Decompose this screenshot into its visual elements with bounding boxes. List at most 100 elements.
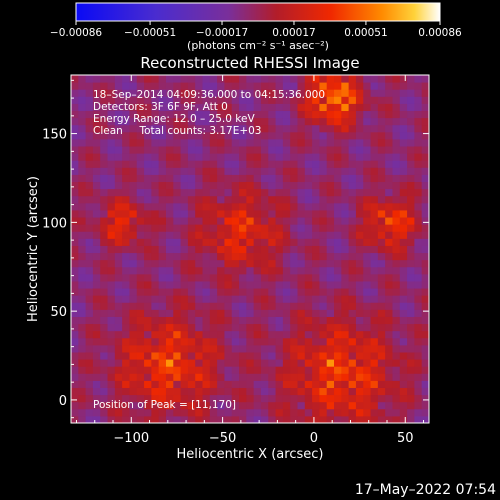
heatmap-cell xyxy=(100,160,109,168)
heatmap-cell xyxy=(107,75,116,83)
heatmap-cell xyxy=(319,351,328,360)
heatmap-cell xyxy=(326,380,335,388)
heatmap-cell xyxy=(312,380,320,388)
heatmap-cell xyxy=(334,387,342,396)
heatmap-cell xyxy=(297,224,306,232)
heatmap-cell xyxy=(326,344,335,353)
heatmap-cell xyxy=(202,96,211,104)
heatmap-cell xyxy=(78,259,87,268)
heatmap-cell xyxy=(348,408,357,417)
heatmap-cell xyxy=(78,181,87,190)
heatmap-cell xyxy=(355,153,364,161)
heatmap-cell xyxy=(414,387,423,396)
heatmap-cell xyxy=(370,337,379,346)
heatmap-cell xyxy=(385,373,393,381)
heatmap-cell xyxy=(304,330,313,339)
heatmap-cell xyxy=(348,359,357,367)
heatmap-cell xyxy=(173,160,182,168)
heatmap-cell xyxy=(187,387,196,396)
heatmap-cell xyxy=(326,316,335,325)
heatmap-cell xyxy=(260,366,269,374)
heatmap-cell xyxy=(100,138,109,147)
heatmap-cell xyxy=(260,323,269,332)
heatmap-cell xyxy=(85,252,94,261)
heatmap-cell xyxy=(114,167,123,175)
heatmap-cell xyxy=(348,245,357,254)
heatmap-cell xyxy=(151,316,160,325)
heatmap-cell xyxy=(180,366,189,374)
heatmap-cell xyxy=(319,131,328,140)
heatmap-cell xyxy=(158,231,167,239)
heatmap-cell xyxy=(217,302,225,310)
heatmap-cell xyxy=(385,366,393,374)
heatmap-cell xyxy=(370,202,379,211)
heatmap-cell xyxy=(377,167,386,175)
heatmap-cell xyxy=(268,245,277,254)
heatmap-cell xyxy=(341,131,350,140)
heatmap-cell xyxy=(341,344,350,353)
heatmap-cell xyxy=(275,408,284,417)
heatmap-cell xyxy=(165,366,174,374)
heatmap-cell xyxy=(304,110,313,119)
heatmap-cell xyxy=(260,188,269,197)
heatmap-cell xyxy=(319,316,328,325)
heatmap-cell xyxy=(290,295,298,303)
heatmap-cell xyxy=(246,160,255,168)
heatmap-cell xyxy=(107,302,116,310)
heatmap-cell xyxy=(319,96,328,104)
heatmap-cell xyxy=(180,153,189,161)
heatmap-cell xyxy=(122,351,130,360)
heatmap-cell xyxy=(180,351,189,360)
heatmap-cell xyxy=(246,408,255,417)
heatmap-cell xyxy=(202,245,211,254)
heatmap-cell xyxy=(165,280,174,289)
heatmap-cell xyxy=(385,280,393,289)
heatmap-cell xyxy=(414,245,423,254)
heatmap-cell xyxy=(363,323,372,332)
heatmap-cell xyxy=(92,160,101,168)
heatmap-cell xyxy=(195,117,204,126)
heatmap-cell xyxy=(282,323,291,332)
heatmap-cell xyxy=(239,344,247,353)
heatmap-cell xyxy=(71,344,79,353)
heatmap-cell xyxy=(129,366,138,374)
heatmap-cell xyxy=(407,330,415,339)
heatmap-cell xyxy=(231,373,240,381)
heatmap-cell xyxy=(224,266,233,275)
heatmap-cell xyxy=(268,181,277,190)
heatmap-cell xyxy=(187,224,196,232)
heatmap-cell xyxy=(173,117,182,126)
heatmap-cell xyxy=(209,252,218,261)
heatmap-cell xyxy=(85,231,94,239)
heatmap-cell xyxy=(370,96,379,104)
heatmap-cell xyxy=(144,217,152,225)
heatmap-cell xyxy=(421,174,429,183)
heatmap-cell xyxy=(370,408,379,417)
heatmap-cell xyxy=(187,231,196,239)
heatmap-cell xyxy=(421,89,429,97)
heatmap-cell xyxy=(187,309,196,317)
heatmap-cell xyxy=(239,174,247,183)
heatmap-cell xyxy=(275,280,284,289)
heatmap-cells xyxy=(71,75,429,423)
heatmap-cell xyxy=(290,146,298,154)
heatmap-cell xyxy=(71,160,79,168)
heatmap-cell xyxy=(282,394,291,403)
heatmap-cell xyxy=(78,359,87,367)
colorbar-gradient xyxy=(75,2,441,22)
heatmap-cell xyxy=(239,316,247,325)
heatmap-cell xyxy=(217,359,225,367)
heatmap-cell xyxy=(195,366,204,374)
heatmap-cell xyxy=(144,195,152,204)
heatmap-cell xyxy=(114,124,123,133)
heatmap-cell xyxy=(224,309,233,317)
heatmap-cell xyxy=(370,415,379,423)
heatmap-cell xyxy=(414,344,423,353)
heatmap-cell xyxy=(304,359,313,367)
heatmap-cell xyxy=(334,337,342,346)
heatmap-cell xyxy=(334,259,342,268)
heatmap-cell xyxy=(187,188,196,197)
heatmap-cell xyxy=(217,273,225,282)
heatmap-cell xyxy=(399,181,408,190)
heatmap-cell xyxy=(129,408,138,417)
